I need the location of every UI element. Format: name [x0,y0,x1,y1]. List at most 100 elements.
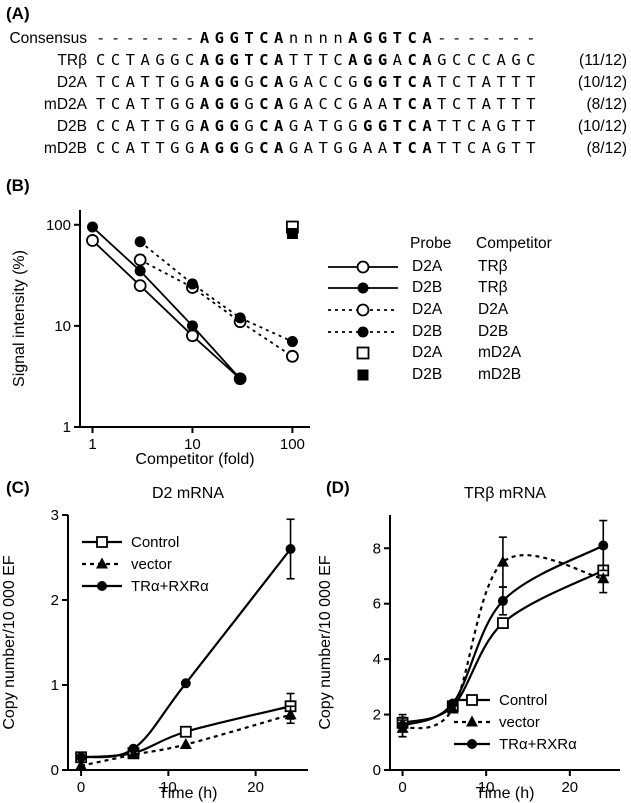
x-axis-label: Competitor (fold) [135,451,254,468]
legend-probe: D2A [412,257,443,275]
series-line [402,544,604,727]
series-line [80,548,292,759]
marker-circle-filled-icon [234,312,246,324]
legend-probe: D2A [412,300,443,318]
marker-circle-filled-icon [134,236,146,248]
sequence-match-score: (10/12) [577,74,627,91]
legend-header-competitor: Competitor [476,235,552,252]
series-line [139,259,293,358]
sequence-flank: CCATTGG [96,117,200,135]
marker-circle-filled-icon [97,581,107,591]
panel-b-chart: 1 10 100 1 10 100 Competitor (fold) Signal inte… [11,210,310,468]
marker-circle-open-icon [356,260,370,274]
legend-probe: D2B [412,365,443,383]
sequence-name: D2B [56,118,87,135]
sequence-flank: TCATTGG [96,73,200,91]
sequence-flank: TTTC [288,51,349,69]
sequence-flank: ------- [96,29,200,47]
y-axis-label: Copy number/10 000 EF [1,555,18,730]
sequence-row: TRβ CCTAGGCAGGTCATTTCAGGACAGCCCAGC (11/12) [0,49,631,71]
sequence-flank: G [244,73,260,91]
marker-square-open-icon [497,617,509,629]
sequence-halfsite-match: AGGTCA [348,29,438,47]
x-tick-label: 1 [88,436,96,453]
legend-label: TRα+RXRα [131,578,209,595]
marker-circle-filled-icon [180,678,191,689]
sequence-halfsite-match: TCA [392,139,438,157]
sequence-text: -------AGGTCAnnnnAGGTCA------- [96,27,541,49]
sequence-match-score: (10/12) [577,118,627,135]
panel-d-label: (D) [326,478,350,497]
legend-sample [356,346,370,360]
sequence-flank: TTCAGTT [437,139,541,157]
axes [79,210,310,428]
legend-row: D2A D2A [324,299,629,321]
legend-competitor: D2A [478,300,509,318]
legend-label: Control [499,692,547,709]
marker-triangle-filled-icon [96,557,108,569]
sequence-name: mD2B [43,140,87,157]
x-tick-label: 10 [184,436,201,453]
marker-circle-filled-icon [598,540,609,551]
marker-circle-filled-icon [186,320,198,332]
sequence-text: CCATTGGAGGGCAGATGGGGTCATTCAGTT [96,115,541,137]
sequence-halfsite-match: GGTCA [363,73,438,91]
legend-label: Control [131,534,179,551]
sequence-halfsite-match: AGG [348,51,393,69]
marker-triangle-filled-icon [75,759,88,771]
x-axis-label: Time (h) [159,785,218,802]
marker-circle-open-icon [86,234,99,247]
sequence-halfsite-match: AGG [199,95,245,113]
x-tick-label: 0 [77,779,85,796]
sequence-flank: TCTATTT [437,95,541,113]
sequence-halfsite-match: AGGTCA [199,51,289,69]
sequence-halfsite-match: AGGTCA [199,29,289,47]
sequence-alignment: Consensus -------AGGTCAnnnnAGGTCA------- T… [0,27,631,159]
legend-label: TRα+RXRα [499,736,577,753]
y-tick-label: 100 [46,217,71,234]
sequence-halfsite-match: AGG [199,117,245,135]
sequence-halfsite-match: CA [259,95,289,113]
sequence-flank: GACCGAA [288,95,393,113]
sequence-name: Consensus [9,30,87,47]
marker-circle-open-icon [285,349,299,363]
marker-circle-filled-icon [285,544,296,554]
panel-d-chart: 0 10 20 0 2 4 6 8 TRβ mRNA Time (h) Copy number/10… [317,485,620,802]
legend-sample [328,282,398,294]
sequence-name: mD2A [43,96,87,113]
legend-label: vector [131,556,172,573]
sequence-flank: TTCAGTT [437,117,542,135]
sequence-text: TCATTGGAGGGCAGACCGAATCATCTATTT [96,93,541,115]
legend-label: vector [499,714,540,731]
sequence-flank: GATGGAA [288,139,393,157]
sequence-flank: GATGG [288,117,364,135]
chart-title: TRβ mRNA [464,485,546,502]
marker-circle-filled-icon [76,752,87,763]
y-tick-label: 1 [63,419,71,436]
marker-circle-filled-icon [357,282,369,294]
sequence-row: D2B CCATTGGAGGGCAGATGGGGTCATTCAGTT (10/12) [0,115,631,137]
sequence-flank: nnnn [288,29,349,47]
x-tick-label: 0 [398,779,406,796]
sequence-halfsite-match: AGG [199,139,245,157]
sequence-flank: TCATTGG [96,95,200,113]
y-tick-label: 6 [373,596,381,613]
y-tick-label: 0 [373,762,381,779]
sequence-text: CCTAGGCAGGTCATTTCAGGACAGCCCAGC [96,49,541,71]
marker-square-open-icon [179,725,192,738]
panel-b-legend: Probe Competitor D2A TRβ D2B TRβ D2A D2A D2B D2B D… [324,232,629,386]
legend-competitor: TRβ [478,257,508,275]
y-tick-label: 1 [51,677,59,694]
y-tick-label: 8 [373,540,381,557]
legend-header-row: Probe Competitor [324,232,629,256]
sequence-halfsite-match: GGTCA [363,117,438,135]
sequence-match-score: (8/12) [586,140,628,157]
sequence-row: mD2B CCATTGGAGGGCAGATGGAATCATTCAGTT (8/12) [0,137,631,159]
sequence-name: TRβ [57,52,87,69]
marker-circle-filled-icon [128,743,139,754]
marker-circle-open-icon [133,253,147,267]
panel-c-label: (C) [6,478,30,497]
legend-row: D2A mD2A [324,342,629,364]
series-line [139,241,293,343]
legend-row: D2B TRβ [324,278,629,300]
